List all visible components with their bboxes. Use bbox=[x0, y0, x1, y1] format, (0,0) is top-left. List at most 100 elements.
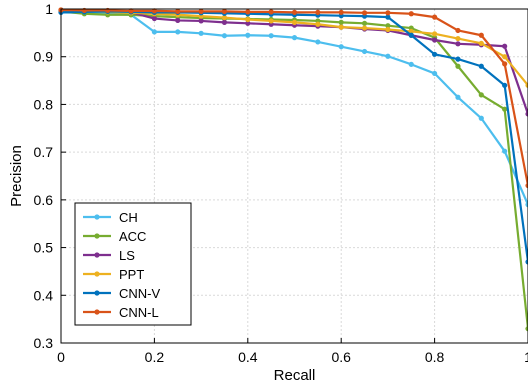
data-point bbox=[291, 35, 298, 41]
data-point bbox=[432, 51, 438, 57]
data-point bbox=[361, 25, 368, 31]
legend-marker bbox=[94, 214, 100, 220]
data-point bbox=[432, 31, 438, 37]
data-point bbox=[245, 20, 251, 26]
data-point bbox=[268, 9, 274, 15]
data-point bbox=[408, 28, 414, 35]
data-point bbox=[361, 20, 368, 26]
data-point bbox=[151, 29, 157, 35]
series-line bbox=[60, 11, 528, 206]
data-point bbox=[408, 61, 414, 67]
y-tick-label: 1 bbox=[45, 1, 53, 17]
data-point bbox=[385, 10, 391, 16]
data-point bbox=[478, 63, 484, 69]
y-axis-label: Precision bbox=[8, 145, 25, 207]
legend-item: CNN-L bbox=[83, 305, 159, 320]
data-point bbox=[478, 92, 484, 98]
legend-label: CH bbox=[119, 210, 138, 225]
data-point bbox=[175, 29, 181, 35]
data-point bbox=[478, 40, 484, 46]
data-point bbox=[385, 14, 391, 20]
data-point bbox=[338, 44, 344, 50]
data-point bbox=[315, 39, 321, 45]
data-point bbox=[361, 10, 368, 16]
data-point bbox=[221, 8, 228, 14]
data-point bbox=[128, 8, 134, 14]
legend-label: LS bbox=[119, 248, 135, 263]
y-tick-label: 0.4 bbox=[34, 287, 54, 303]
x-tick-label: 1 bbox=[524, 349, 528, 365]
y-tick-label: 0.5 bbox=[34, 240, 54, 256]
legend-item: PPT bbox=[83, 267, 144, 282]
legend-label: CNN-V bbox=[119, 286, 160, 301]
x-tick-label: 0.2 bbox=[145, 349, 165, 365]
data-point bbox=[385, 53, 391, 59]
legend: CH ACC LS PPT CNN-V CNN-L bbox=[74, 202, 192, 326]
y-tick-label: 0.6 bbox=[34, 192, 54, 208]
data-point bbox=[525, 182, 528, 189]
ticks: 0 0.2 0.4 0.6 0.8 1 0.3 0.4 0.5 0.6 0.7 0.8 0.9 1 bbox=[34, 1, 528, 365]
legend-item: CH bbox=[83, 210, 138, 225]
data-point bbox=[455, 35, 461, 42]
data-point bbox=[455, 41, 461, 47]
plot-frame bbox=[60, 8, 528, 344]
data-point bbox=[245, 16, 251, 23]
data-point bbox=[198, 30, 204, 36]
data-point bbox=[408, 11, 414, 17]
data-point bbox=[151, 8, 157, 14]
data-point bbox=[525, 259, 528, 265]
legend-label: ACC bbox=[119, 229, 146, 244]
data-point bbox=[175, 8, 181, 14]
x-tick-label: 0 bbox=[57, 349, 65, 365]
data-point bbox=[502, 54, 508, 60]
data-point bbox=[385, 26, 391, 33]
x-tick-label: 0.8 bbox=[425, 349, 445, 365]
series-cnn-l bbox=[58, 7, 528, 189]
data-point bbox=[245, 32, 251, 38]
data-point bbox=[478, 115, 484, 121]
series-layer bbox=[58, 7, 528, 332]
x-axis-label: Recall bbox=[274, 367, 316, 384]
x-tick-label: 0.4 bbox=[238, 349, 258, 365]
legend-marker bbox=[94, 271, 100, 277]
data-point bbox=[175, 17, 181, 24]
legend-label: CNN-L bbox=[119, 305, 159, 320]
y-tick-label: 0.9 bbox=[34, 49, 54, 65]
data-point bbox=[455, 56, 461, 62]
data-point bbox=[385, 23, 391, 29]
data-point bbox=[432, 70, 438, 77]
data-point bbox=[525, 82, 528, 88]
data-point bbox=[455, 27, 461, 34]
data-point bbox=[408, 32, 414, 38]
data-point bbox=[291, 19, 298, 25]
data-point bbox=[502, 148, 508, 154]
data-point bbox=[221, 14, 228, 21]
data-point bbox=[525, 326, 528, 332]
data-point bbox=[268, 33, 274, 39]
data-point bbox=[432, 14, 438, 20]
data-point bbox=[338, 24, 344, 30]
legend-item: ACC bbox=[83, 229, 146, 244]
data-point bbox=[455, 94, 461, 100]
x-tick-label: 0.6 bbox=[331, 349, 351, 365]
data-point bbox=[455, 63, 461, 69]
data-point bbox=[502, 106, 508, 112]
data-point bbox=[478, 32, 484, 38]
data-point bbox=[291, 9, 298, 15]
data-point bbox=[315, 9, 321, 15]
y-tick-label: 0.7 bbox=[34, 144, 54, 160]
legend-marker bbox=[94, 290, 100, 296]
legend-label: PPT bbox=[119, 267, 144, 282]
legend-marker bbox=[94, 252, 100, 258]
legend-box bbox=[74, 202, 192, 326]
data-point bbox=[268, 18, 274, 24]
legend-marker bbox=[94, 233, 100, 239]
data-point bbox=[198, 8, 204, 14]
data-point bbox=[432, 37, 438, 43]
data-point bbox=[502, 43, 508, 49]
data-point bbox=[151, 15, 157, 22]
data-point bbox=[221, 19, 228, 25]
data-point bbox=[502, 82, 508, 88]
legend-item: CNN-V bbox=[83, 286, 160, 301]
